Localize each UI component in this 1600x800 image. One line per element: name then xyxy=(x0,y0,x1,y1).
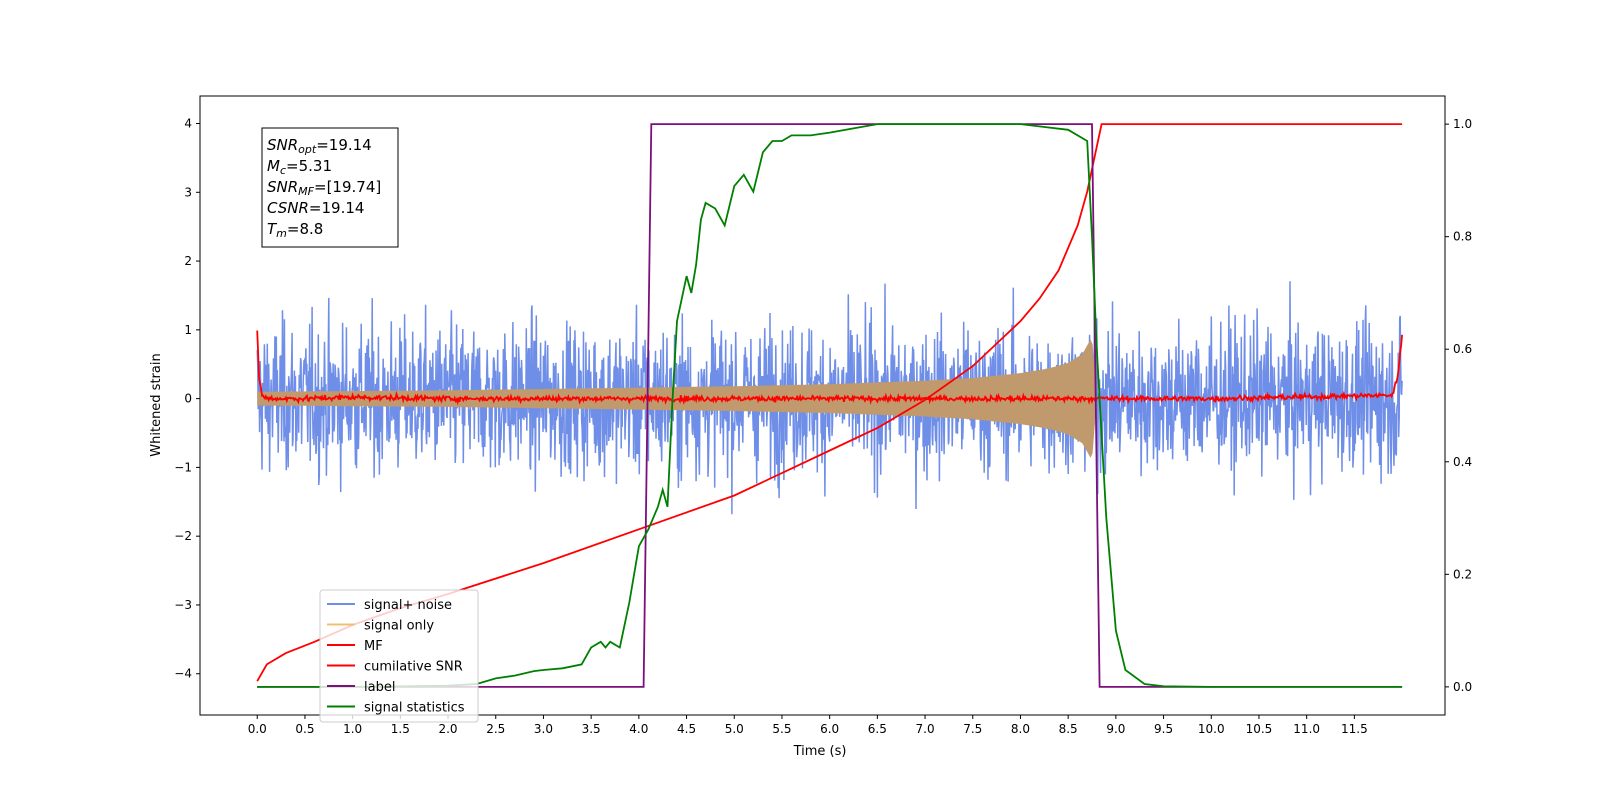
y2-tick-label: 1.0 xyxy=(1453,117,1472,131)
x-tick-label: 10.5 xyxy=(1246,722,1273,736)
y-axis-left: −4 −3 −2 −1 0 1 2 3 4 xyxy=(174,117,200,681)
x-tick-label: 9.0 xyxy=(1106,722,1125,736)
x-tick-label: 11.5 xyxy=(1341,722,1368,736)
y2-tick-label: 0.2 xyxy=(1453,567,1472,581)
y2-tick-label: 0.4 xyxy=(1453,455,1472,469)
info-line: SNRMF=[19.74] xyxy=(267,178,381,198)
x-tick-label: 5.5 xyxy=(772,722,791,736)
x-tick-label: 11.0 xyxy=(1293,722,1320,736)
x-tick-label: 3.0 xyxy=(534,722,553,736)
legend-entry: signal+ noise xyxy=(364,598,452,613)
x-tick-label: 10.0 xyxy=(1198,722,1225,736)
x-tick-label: 5.0 xyxy=(725,722,744,736)
x-tick-label: 4.5 xyxy=(677,722,696,736)
series-label xyxy=(257,123,1403,688)
x-tick-label: 1.5 xyxy=(391,722,410,736)
x-tick-label: 2.5 xyxy=(486,722,505,736)
y-tick-label: 3 xyxy=(184,185,192,199)
x-tick-label: 7.0 xyxy=(916,722,935,736)
legend-entry: signal statistics xyxy=(364,701,465,716)
info-line: Tm=8.8 xyxy=(267,220,323,240)
y-tick-label: 4 xyxy=(184,117,192,131)
series-signal-statistics xyxy=(257,123,1403,688)
x-tick-label: 7.5 xyxy=(963,722,982,736)
legend: signal+ noise signal only MF cumilative SNR… xyxy=(319,589,479,723)
y-tick-label: 0 xyxy=(184,392,192,406)
x-tick-label: 1.0 xyxy=(343,722,362,736)
x-tick-label: 2.0 xyxy=(438,722,457,736)
y2-tick-label: 0.8 xyxy=(1453,230,1472,244)
x-tick-label: 8.0 xyxy=(1011,722,1030,736)
series-mf xyxy=(256,330,1403,406)
y-tick-label: −3 xyxy=(174,598,192,612)
plot-frame xyxy=(199,95,1446,716)
x-tick-label: 0.5 xyxy=(295,722,314,736)
legend-entry: signal only xyxy=(364,619,434,634)
x-tick-label: 3.5 xyxy=(582,722,601,736)
x-tick-label: 8.5 xyxy=(1059,722,1078,736)
info-line: SNRopt=19.14 xyxy=(267,136,372,156)
info-line: CSNR=19.14 xyxy=(267,199,364,217)
y-tick-label: 2 xyxy=(184,254,192,268)
legend-frame xyxy=(319,589,479,723)
info-box-frame xyxy=(261,127,399,248)
legend-entry: MF xyxy=(364,639,383,654)
y-axis-label: Whitened strain xyxy=(149,353,164,456)
x-tick-label: 6.5 xyxy=(868,722,887,736)
y-tick-label: 1 xyxy=(184,323,192,337)
y2-tick-label: 0.0 xyxy=(1453,680,1472,694)
x-axis: 0.0 0.5 1.0 1.5 2.0 2.5 3.0 3.5 4.0 4.5 5.0 5.5 6.0 6… xyxy=(248,715,1368,736)
y-tick-label: −2 xyxy=(174,529,192,543)
x-tick-label: 9.5 xyxy=(1154,722,1173,736)
info-box: SNRopt=19.14Mc=5.31SNRMF=[19.74]CSNR=19.… xyxy=(261,127,399,248)
y-axis-right: 0.0 0.2 0.4 0.6 0.8 1.0 xyxy=(1445,117,1472,694)
info-line: Mc=5.31 xyxy=(267,157,332,177)
x-tick-label: 4.0 xyxy=(629,722,648,736)
y2-tick-label: 0.6 xyxy=(1453,342,1472,356)
legend-entry: label xyxy=(364,680,395,695)
y-tick-label: −1 xyxy=(174,460,192,474)
series-signal-noise xyxy=(256,281,1403,515)
x-axis-label: Time (s) xyxy=(793,744,847,759)
x-tick-label: 0.0 xyxy=(248,722,267,736)
legend-entry: cumilative SNR xyxy=(364,660,463,675)
y-tick-label: −4 xyxy=(174,667,192,681)
x-tick-label: 6.0 xyxy=(820,722,839,736)
